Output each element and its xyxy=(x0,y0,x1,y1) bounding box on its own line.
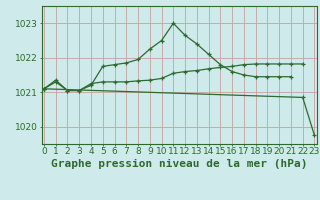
X-axis label: Graphe pression niveau de la mer (hPa): Graphe pression niveau de la mer (hPa) xyxy=(51,159,308,169)
